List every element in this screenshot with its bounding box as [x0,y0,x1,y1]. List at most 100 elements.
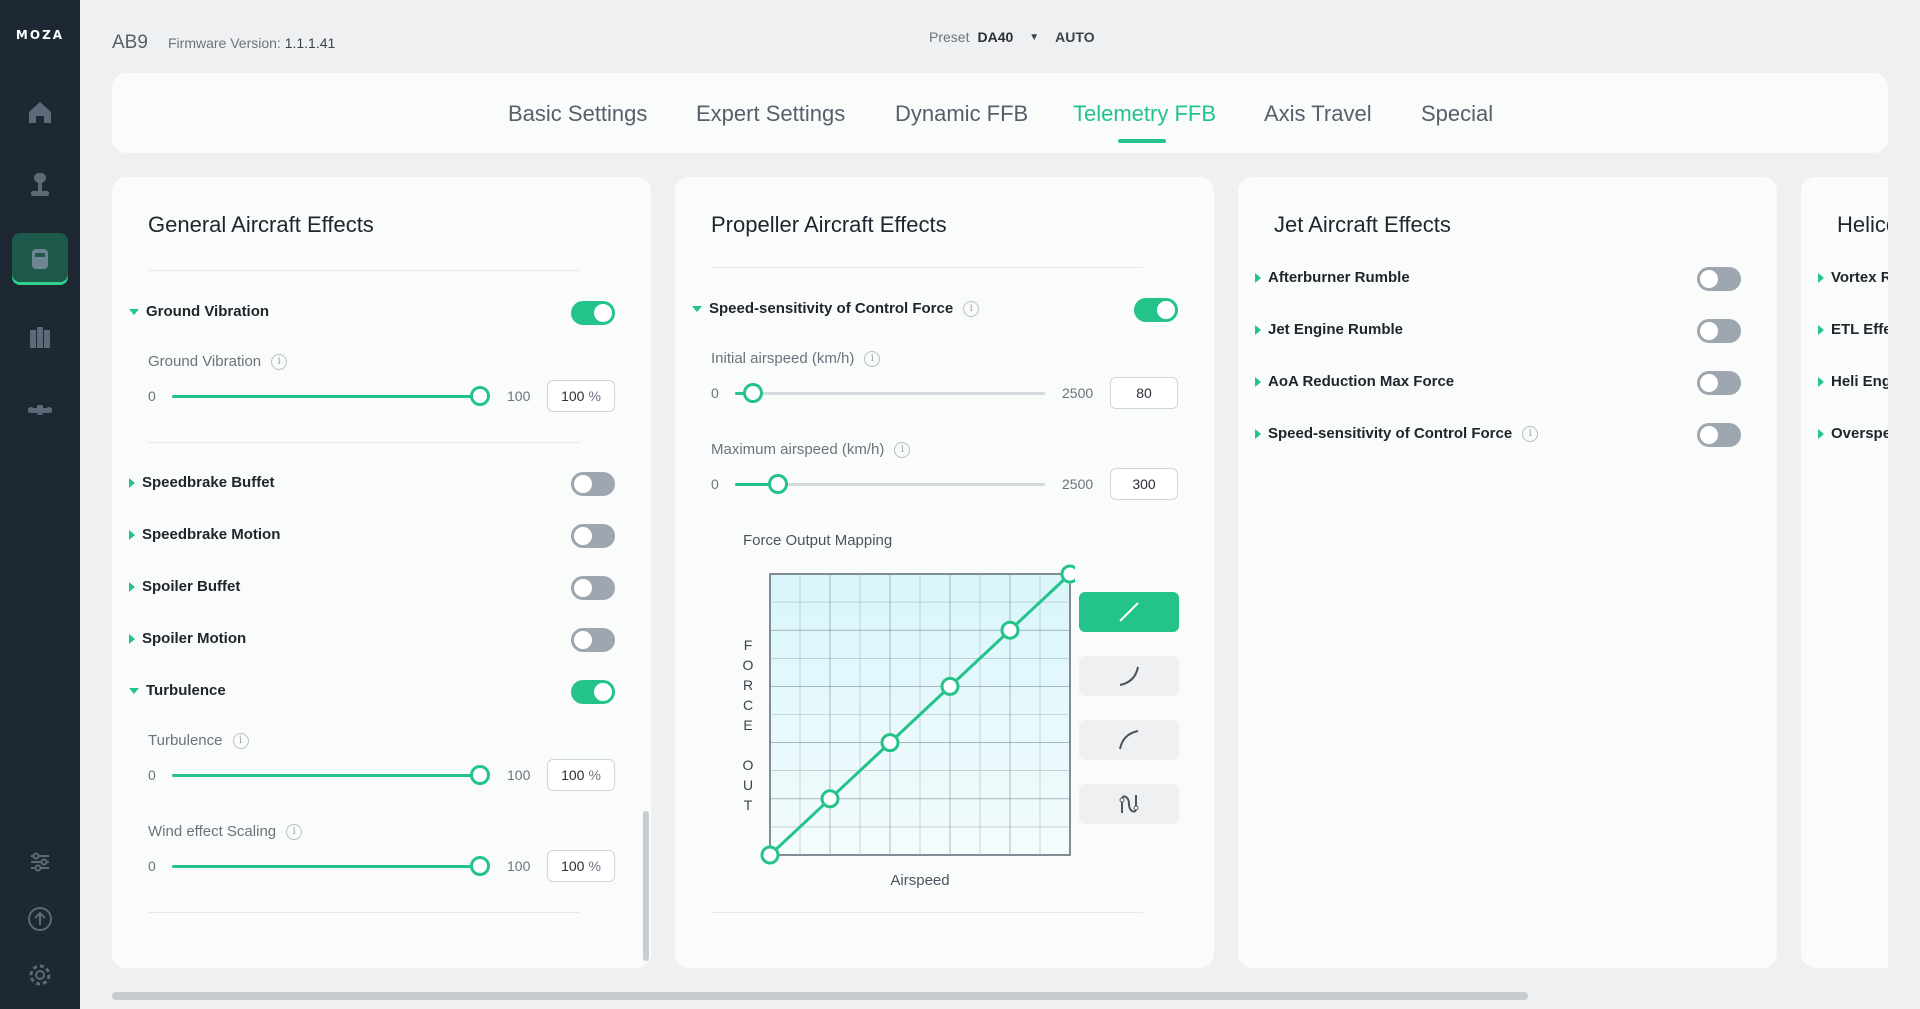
convex-curve-button[interactable] [1079,656,1179,696]
heli-effect-row[interactable]: Vortex Ring State Effect [1818,269,1888,286]
mapping-point[interactable] [1000,620,1020,640]
info-icon[interactable]: i [894,441,911,458]
chevron-down-icon[interactable]: ▼ [1029,31,1040,43]
afterburner-rumble-toggle[interactable] [1697,267,1741,291]
turbulence-toggle[interactable] [571,680,615,704]
heli-effect-row[interactable]: ETL Effect [1818,321,1888,338]
home-icon[interactable] [12,86,68,138]
preset-value[interactable]: DA40 [977,29,1014,45]
expand-arrow-icon[interactable] [129,687,139,694]
expand-arrow-icon[interactable] [129,529,135,540]
speedbrake-motion-row[interactable]: Speedbrake Motion [129,526,280,543]
expand-arrow-icon[interactable] [129,581,135,592]
slider-thumb[interactable] [470,765,490,785]
aoa-reduction-row[interactable]: AoA Reduction Max Force [1255,373,1454,390]
expand-arrow-icon[interactable] [1818,324,1824,335]
effect-label: Speed-sensitivity of Control Force [1268,425,1513,442]
info-icon[interactable]: i [286,823,303,840]
custom-curve-button[interactable] [1079,784,1179,824]
expand-arrow-icon[interactable] [129,477,135,488]
preset-selector[interactable]: Preset DA40 ▼ AUTO [929,29,1095,45]
slider-thumb[interactable] [743,383,763,403]
spoiler-buffet-toggle[interactable] [571,576,615,600]
tab-dynamic-ffb[interactable]: Dynamic FFB [895,101,1029,126]
sliders-icon[interactable] [12,836,68,888]
wind-scaling-value-input[interactable]: 100 % [547,850,615,882]
afterburner-rumble-row[interactable]: Afterburner Rumble [1255,269,1410,286]
jet-speed-sensitivity-toggle[interactable] [1697,423,1741,447]
jet-engine-rumble-row[interactable]: Jet Engine Rumble [1255,321,1403,338]
concave-curve-button[interactable] [1079,720,1179,760]
info-icon[interactable]: i [963,300,980,317]
spoiler-motion-row[interactable]: Spoiler Motion [129,630,246,647]
slider-thumb[interactable] [768,474,788,494]
base-device-icon[interactable] [12,233,68,285]
tab-special[interactable]: Special [1421,101,1494,126]
mapping-point[interactable] [760,845,780,865]
slider-max: 100 [507,388,531,404]
tab-axis-travel[interactable]: Axis Travel [1264,101,1372,126]
turbulence-value-input[interactable]: 100 % [547,759,615,791]
panel-scrollbar[interactable] [643,811,649,961]
spoiler-buffet-row[interactable]: Spoiler Buffet [129,578,240,595]
horizontal-scrollbar[interactable] [112,992,1528,1000]
jet-speed-sensitivity-row[interactable]: Speed-sensitivity of Control Force i [1255,425,1539,442]
speedbrake-buffet-row[interactable]: Speedbrake Buffet [129,474,275,491]
tab-telemetry-ffb[interactable]: Telemetry FFB [1073,101,1217,126]
mapping-point[interactable] [820,789,840,809]
jet-engine-rumble-toggle[interactable] [1697,319,1741,343]
max-airspeed-input[interactable]: 300 [1110,468,1178,500]
expand-arrow-icon[interactable] [1818,428,1824,439]
value-text: 300 [1132,476,1156,492]
expand-arrow-icon[interactable] [1255,376,1261,387]
turbulence-slider[interactable] [172,774,482,777]
max-airspeed-slider[interactable] [735,483,1045,486]
divider [711,912,1143,913]
info-icon[interactable]: i [864,350,881,367]
speed-sensitivity-row[interactable]: Speed-sensitivity of Control Force i [692,300,980,317]
ground-vibration-value-input[interactable]: 100 % [547,380,615,412]
tab-basic-settings[interactable]: Basic Settings [508,101,648,126]
initial-airspeed-slider[interactable] [735,392,1045,395]
ground-vibration-row[interactable]: Ground Vibration [129,303,269,320]
initial-airspeed-input[interactable]: 80 [1110,377,1178,409]
linear-curve-button[interactable] [1079,592,1179,632]
slider-thumb[interactable] [470,856,490,876]
gear-icon[interactable] [12,949,68,1001]
expand-arrow-icon[interactable] [692,305,702,312]
wind-scaling-slider[interactable] [172,865,482,868]
pedals-icon[interactable] [12,311,68,363]
heli-effect-row[interactable]: Overspeed [1818,425,1888,442]
expand-arrow-icon[interactable] [1818,376,1824,387]
tab-expert-settings[interactable]: Expert Settings [696,101,846,126]
spoiler-motion-toggle[interactable] [571,628,615,652]
slider-max: 100 [507,858,531,874]
info-icon[interactable]: i [271,353,288,370]
ground-vibration-toggle[interactable] [571,301,615,325]
turbulence-row[interactable]: Turbulence [129,682,226,699]
mapping-point[interactable] [880,733,900,753]
aoa-reduction-toggle[interactable] [1697,371,1741,395]
speedbrake-buffet-toggle[interactable] [571,472,615,496]
expand-arrow-icon[interactable] [1818,272,1824,283]
upload-icon[interactable] [12,893,68,945]
info-icon[interactable]: i [1522,425,1539,442]
auto-label[interactable]: AUTO [1055,29,1095,45]
heli-effect-row[interactable]: Heli Engine Rumble [1818,373,1888,390]
expand-arrow-icon[interactable] [1255,428,1261,439]
slider-thumb[interactable] [470,386,490,406]
expand-arrow-icon[interactable] [1255,272,1261,283]
slider-label-text: Initial airspeed (km/h) [711,350,855,367]
drone-icon[interactable] [12,384,68,436]
mapping-point[interactable] [1060,564,1075,584]
ground-vibration-slider[interactable] [172,395,482,398]
joystick-icon[interactable] [12,158,68,210]
info-icon[interactable]: i [232,732,249,749]
expand-arrow-icon[interactable] [129,633,135,644]
expand-arrow-icon[interactable] [129,308,139,315]
speedbrake-motion-toggle[interactable] [571,524,615,548]
expand-arrow-icon[interactable] [1255,324,1261,335]
mapping-point[interactable] [940,676,960,696]
speed-sensitivity-toggle[interactable] [1134,298,1178,322]
